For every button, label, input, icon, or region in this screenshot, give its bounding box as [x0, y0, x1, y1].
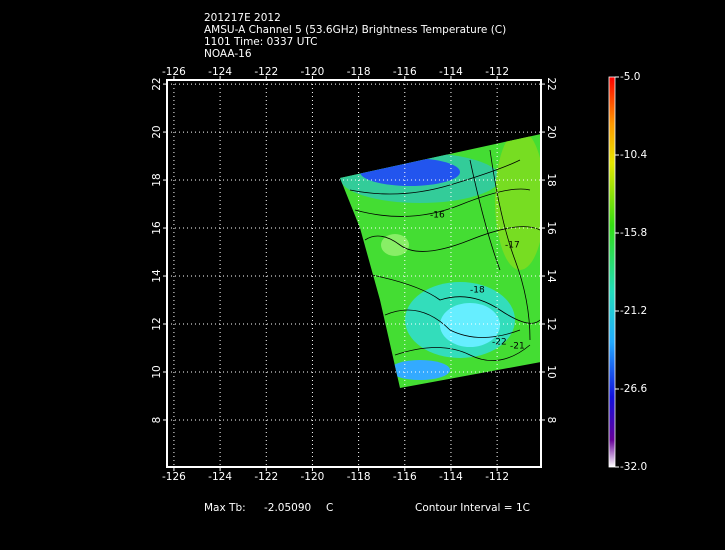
y-tick-label: 18	[545, 173, 557, 186]
contour-label: -17	[505, 241, 520, 251]
y-tick-label: 16	[545, 221, 557, 235]
y-tick-label: 8	[151, 417, 163, 424]
colorbar-label: -5.0	[620, 71, 641, 83]
contour-label: -18	[470, 286, 485, 296]
x-tick-label: -124	[208, 471, 232, 483]
max-tb-value: -2.05090	[264, 502, 311, 514]
map-plot	[167, 80, 541, 467]
colorbar-frame	[608, 76, 616, 468]
x-tick-label: -124	[208, 66, 232, 78]
x-tick-label: -112	[485, 471, 509, 483]
contour-label: -16	[430, 211, 445, 221]
y-tick-label: 18	[151, 173, 163, 186]
max-tb-unit: C	[326, 502, 333, 514]
x-tick-label: -112	[485, 66, 509, 78]
y-tick-label: 10	[151, 365, 163, 378]
colorbar-label: -10.4	[620, 149, 647, 161]
colorbar-label: -15.8	[620, 227, 647, 239]
y-tick-label: 12	[545, 317, 557, 330]
y-tick-label: 14	[151, 269, 163, 283]
y-tick-label: 12	[151, 317, 163, 330]
x-tick-label: -122	[254, 471, 278, 483]
x-tick-label: -118	[347, 471, 371, 483]
x-tick-label: -116	[393, 471, 417, 483]
contour-labels: -16 -17 -18 -22 -21	[430, 211, 525, 352]
x-tick-label: -116	[393, 66, 417, 78]
title-line: 201217E 2012	[204, 12, 281, 24]
max-tb-label: Max Tb:	[204, 502, 246, 514]
x-tick-label: -126	[162, 66, 186, 78]
colorbar-label: -32.0	[620, 461, 647, 473]
y-tick-label: 10	[545, 365, 557, 378]
x-tick-label: -122	[254, 66, 278, 78]
x-tick-label: -114	[439, 66, 463, 78]
title-line: AMSU-A Channel 5 (53.6GHz) Brightness Te…	[204, 24, 506, 36]
title-line: 1101 Time: 0337 UTC	[204, 36, 318, 48]
x-tick-label: -114	[439, 471, 463, 483]
y-tick-label: 8	[545, 417, 557, 424]
contour-label: -22	[492, 338, 507, 348]
title-line: NOAA-16	[204, 48, 252, 60]
contour-interval: Contour Interval = 1C	[415, 502, 530, 514]
y-tick-label: 22	[545, 77, 557, 90]
footer: Max Tb: -2.05090 C Contour Interval = 1C	[204, 502, 530, 514]
x-tick-label: -118	[347, 66, 371, 78]
y-tick-label: 20	[151, 125, 163, 138]
data-swath	[340, 134, 541, 388]
title-block: 201217E 2012 AMSU-A Channel 5 (53.6GHz) …	[204, 12, 506, 60]
colorbar-label: -26.6	[620, 383, 647, 395]
colorbar-label: -21.2	[620, 305, 647, 317]
x-tick-label: -120	[301, 66, 325, 78]
colorbar	[609, 77, 615, 467]
y-tick-label: 22	[151, 77, 163, 90]
y-tick-label: 14	[545, 269, 557, 283]
y-tick-label: 20	[545, 125, 557, 138]
y-tick-label: 16	[151, 221, 163, 235]
x-tick-label: -126	[162, 471, 186, 483]
contour-label: -21	[510, 342, 525, 352]
x-tick-label: -120	[301, 471, 325, 483]
plot-frame	[166, 79, 542, 468]
